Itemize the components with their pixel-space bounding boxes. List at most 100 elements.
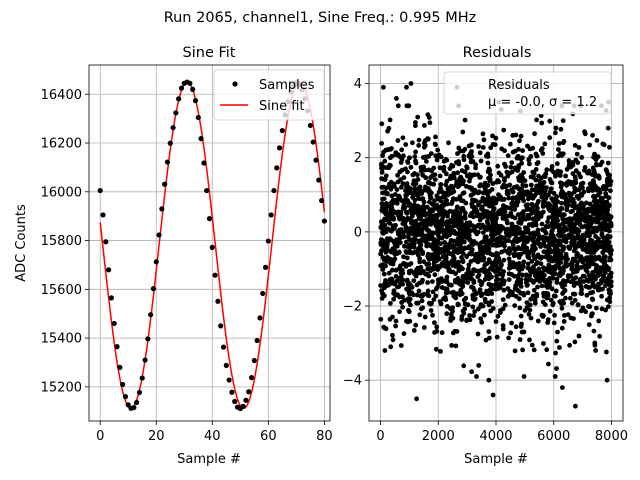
residuals-panel: Residuals 0 2000 4000 6000 8000 −4 −2 0 2 4 Sampl… xyxy=(343,45,628,467)
residual-point xyxy=(555,218,560,224)
residual-point xyxy=(460,178,466,184)
residual-outlier-point xyxy=(382,348,388,353)
residual-point xyxy=(379,121,385,127)
sample-point xyxy=(209,244,215,250)
residual-point xyxy=(528,154,534,159)
residual-point xyxy=(489,198,495,204)
sine-fit-legend: Samples Sine fit xyxy=(213,69,325,121)
residual-point xyxy=(487,168,493,173)
residual-point xyxy=(575,160,581,166)
residual-point xyxy=(449,162,454,168)
residual-point xyxy=(420,305,425,311)
figure-suptitle: Run 2065, channel1, Sine Freq.: 0.995 MH… xyxy=(164,10,477,26)
residual-point xyxy=(544,347,550,353)
residual-point xyxy=(417,215,423,221)
residual-point xyxy=(449,315,455,321)
sample-point xyxy=(232,398,238,405)
residual-point xyxy=(596,174,602,180)
residual-point xyxy=(595,192,601,198)
residual-point xyxy=(460,284,466,289)
residual-point xyxy=(561,217,567,223)
residual-point xyxy=(399,300,404,305)
residual-point xyxy=(496,210,501,215)
residual-point xyxy=(460,208,465,213)
sine-fit-ytick-label: 15400 xyxy=(41,332,82,347)
residual-point xyxy=(574,250,580,256)
residual-point xyxy=(393,274,399,279)
residual-point xyxy=(484,290,489,296)
residual-point xyxy=(416,137,422,143)
residual-point xyxy=(553,288,559,294)
residual-point xyxy=(579,155,585,160)
residual-point xyxy=(430,202,436,208)
residual-point xyxy=(578,214,584,220)
residual-point xyxy=(415,172,420,178)
residual-point xyxy=(475,331,481,337)
residual-point xyxy=(591,194,596,199)
residual-point xyxy=(528,182,534,188)
residual-point xyxy=(551,248,557,253)
residual-point xyxy=(601,209,606,215)
residual-point xyxy=(384,190,390,196)
residual-point xyxy=(606,203,612,209)
residual-point xyxy=(564,227,570,232)
residual-point xyxy=(492,142,498,148)
residual-point xyxy=(534,183,539,189)
residual-point xyxy=(459,317,465,322)
residual-point xyxy=(467,313,472,318)
residual-point xyxy=(461,153,467,159)
residual-point xyxy=(449,230,455,235)
residual-point xyxy=(458,174,464,180)
residual-point xyxy=(387,256,392,262)
residual-point xyxy=(486,329,492,334)
residual-point xyxy=(434,157,440,163)
residual-point xyxy=(541,290,546,296)
residual-point xyxy=(606,228,612,234)
residual-point xyxy=(435,228,440,233)
residual-point xyxy=(531,347,537,353)
sample-point xyxy=(103,239,109,245)
residual-point xyxy=(599,293,604,299)
residual-point xyxy=(568,315,574,321)
residual-point xyxy=(542,302,548,307)
residual-point xyxy=(438,182,444,187)
residual-point xyxy=(548,232,554,238)
residual-point xyxy=(489,299,495,304)
residual-point xyxy=(461,227,467,233)
residual-point xyxy=(530,269,536,275)
residual-point xyxy=(563,251,569,257)
residual-point xyxy=(387,117,393,123)
residual-point xyxy=(538,147,544,153)
residual-point xyxy=(384,236,390,242)
residual-point xyxy=(520,214,526,220)
residual-point xyxy=(455,250,461,255)
residual-point xyxy=(582,167,587,173)
residual-point xyxy=(436,233,441,239)
sample-point xyxy=(218,323,224,329)
residual-point xyxy=(404,181,410,187)
sample-point xyxy=(240,403,246,409)
residual-point xyxy=(432,141,438,147)
residual-point xyxy=(517,138,522,144)
residual-point xyxy=(502,161,507,167)
residual-point xyxy=(413,158,418,164)
residual-point xyxy=(570,171,576,177)
sine-fit-title: Sine Fit xyxy=(183,45,236,61)
residual-point xyxy=(564,204,570,210)
residual-point xyxy=(604,177,610,183)
residual-point xyxy=(498,261,504,267)
residual-point xyxy=(484,183,490,188)
residual-point xyxy=(411,328,417,333)
residual-point xyxy=(603,184,609,189)
residual-point xyxy=(431,240,436,246)
residual-point xyxy=(500,225,506,231)
residual-point xyxy=(455,170,461,176)
residual-point xyxy=(518,290,524,296)
residual-point xyxy=(571,283,577,288)
residual-point xyxy=(535,284,540,290)
residual-point xyxy=(516,226,522,232)
residual-point xyxy=(403,142,409,147)
residual-point xyxy=(582,218,588,224)
residual-point xyxy=(441,263,447,268)
residual-point xyxy=(567,295,573,301)
